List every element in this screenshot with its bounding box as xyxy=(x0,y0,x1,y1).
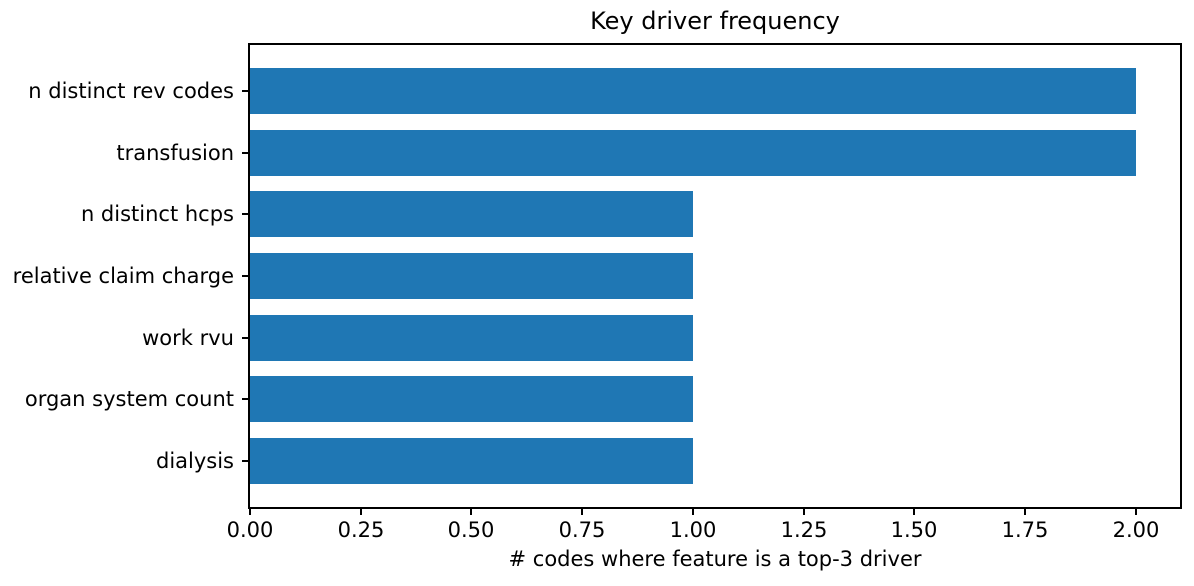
x-tick-mark xyxy=(1024,507,1026,515)
x-tick-label: 0.00 xyxy=(226,518,274,542)
y-tick-label: organ system count xyxy=(24,387,234,411)
bar-transfusion xyxy=(250,130,1136,176)
y-tick-label: n distinct hcps xyxy=(80,202,234,226)
bar-n-distinct-hcps xyxy=(250,191,693,237)
y-tick-label: transfusion xyxy=(116,141,234,165)
y-tick-mark xyxy=(242,460,250,462)
bar-relative-claim-charge xyxy=(250,253,693,299)
y-tick-mark xyxy=(242,152,250,154)
bar-organ-system-count xyxy=(250,376,693,422)
x-tick-label: 1.00 xyxy=(669,518,717,542)
y-tick-label: dialysis xyxy=(155,449,234,473)
x-tick-mark xyxy=(249,507,251,515)
bar-dialysis xyxy=(250,438,693,484)
y-tick-mark xyxy=(242,275,250,277)
x-tick-label: 0.75 xyxy=(558,518,606,542)
y-tick-label: relative claim charge xyxy=(12,264,234,288)
x-tick-label: 0.50 xyxy=(447,518,495,542)
y-tick-mark xyxy=(242,398,250,400)
x-tick-mark xyxy=(581,507,583,515)
x-tick-label: 2.00 xyxy=(1112,518,1160,542)
x-tick-label: 0.25 xyxy=(337,518,385,542)
bar-work-rvu xyxy=(250,315,693,361)
x-tick-label: 1.50 xyxy=(890,518,938,542)
y-tick-label: work rvu xyxy=(142,326,234,350)
x-tick-mark xyxy=(803,507,805,515)
y-tick-label: n distinct rev codes xyxy=(28,79,234,103)
y-tick-mark xyxy=(242,337,250,339)
x-tick-mark xyxy=(913,507,915,515)
y-tick-mark xyxy=(242,90,250,92)
bar-n-distinct-rev-codes xyxy=(250,68,1136,114)
plot-area xyxy=(248,43,1182,509)
x-tick-label: 1.25 xyxy=(780,518,828,542)
x-tick-mark xyxy=(692,507,694,515)
chart-title: Key driver frequency xyxy=(590,7,840,35)
y-tick-mark xyxy=(242,213,250,215)
x-tick-mark xyxy=(360,507,362,515)
x-tick-label: 1.75 xyxy=(1001,518,1049,542)
x-tick-mark xyxy=(1135,507,1137,515)
x-tick-mark xyxy=(470,507,472,515)
x-axis-label: # codes where feature is a top-3 driver xyxy=(508,547,922,571)
